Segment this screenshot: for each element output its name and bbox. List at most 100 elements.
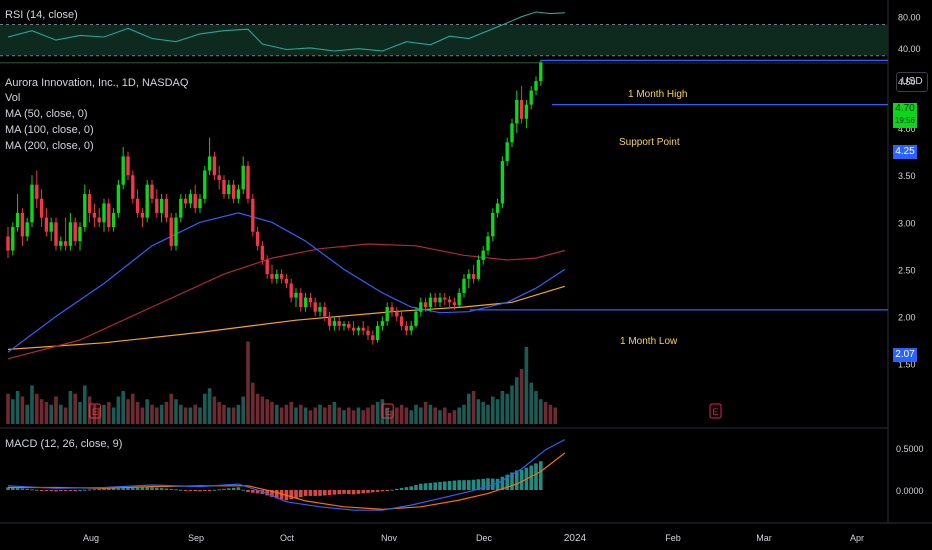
candle[interactable] xyxy=(121,156,125,185)
candle[interactable] xyxy=(380,321,385,326)
candle[interactable] xyxy=(539,62,543,82)
candle[interactable] xyxy=(491,212,495,237)
candle[interactable] xyxy=(11,227,15,251)
candle[interactable] xyxy=(375,325,380,340)
candle[interactable] xyxy=(198,198,202,209)
candle[interactable] xyxy=(231,184,236,199)
candle[interactable] xyxy=(467,274,471,279)
candle[interactable] xyxy=(87,194,92,213)
candle[interactable] xyxy=(174,217,178,246)
candle[interactable] xyxy=(500,161,505,204)
candle[interactable] xyxy=(313,302,317,312)
candle[interactable] xyxy=(361,327,365,331)
candle[interactable] xyxy=(428,297,433,308)
candle[interactable] xyxy=(385,307,389,322)
candle[interactable] xyxy=(203,170,207,199)
candle[interactable] xyxy=(495,203,500,213)
candle[interactable] xyxy=(323,307,327,317)
candle[interactable] xyxy=(54,222,58,246)
candle[interactable] xyxy=(155,198,159,213)
candle[interactable] xyxy=(39,198,44,218)
candle[interactable] xyxy=(255,231,260,246)
candle[interactable] xyxy=(188,194,193,204)
candle[interactable] xyxy=(443,297,447,300)
candle[interactable] xyxy=(476,259,481,279)
candle[interactable] xyxy=(529,90,533,105)
candle[interactable] xyxy=(303,297,308,308)
candle[interactable] xyxy=(44,217,49,232)
candle[interactable] xyxy=(246,165,250,199)
candle[interactable] xyxy=(395,311,399,317)
candle[interactable] xyxy=(332,321,337,326)
candle[interactable] xyxy=(159,198,164,213)
candle[interactable] xyxy=(102,203,106,223)
candle[interactable] xyxy=(83,194,87,228)
candle[interactable] xyxy=(164,198,169,218)
candle[interactable] xyxy=(294,292,298,298)
candle[interactable] xyxy=(534,81,538,91)
candle[interactable] xyxy=(6,236,10,251)
candle[interactable] xyxy=(457,292,461,306)
candle[interactable] xyxy=(275,274,279,279)
candle[interactable] xyxy=(131,175,135,199)
candle[interactable] xyxy=(433,297,437,303)
candle[interactable] xyxy=(78,227,82,242)
candle[interactable] xyxy=(260,245,265,260)
candle[interactable] xyxy=(193,194,197,209)
candle[interactable] xyxy=(20,212,25,237)
candle[interactable] xyxy=(35,184,39,199)
earnings-marker[interactable] xyxy=(381,403,394,419)
candle[interactable] xyxy=(25,222,29,237)
candle[interactable] xyxy=(116,184,121,213)
candle[interactable] xyxy=(510,123,514,143)
candle[interactable] xyxy=(145,184,149,218)
candle[interactable] xyxy=(452,302,457,306)
candle[interactable] xyxy=(351,327,356,331)
candle[interactable] xyxy=(519,99,524,119)
candle[interactable] xyxy=(15,212,20,228)
candle[interactable] xyxy=(390,307,394,312)
candle[interactable] xyxy=(183,198,188,204)
candle[interactable] xyxy=(227,184,231,195)
candle[interactable] xyxy=(279,274,284,279)
candle[interactable] xyxy=(179,198,183,218)
candle[interactable] xyxy=(111,212,116,228)
candle[interactable] xyxy=(438,297,442,303)
candle[interactable] xyxy=(327,316,332,326)
candle[interactable] xyxy=(236,189,241,199)
candle[interactable] xyxy=(308,297,313,303)
candle[interactable] xyxy=(471,274,476,279)
currency-button[interactable]: USD xyxy=(896,72,928,92)
candle[interactable] xyxy=(217,175,221,180)
candle[interactable] xyxy=(414,311,418,326)
candle[interactable] xyxy=(251,198,255,232)
candle[interactable] xyxy=(337,321,341,326)
candle[interactable] xyxy=(150,184,154,199)
candle[interactable] xyxy=(59,241,63,246)
candle[interactable] xyxy=(289,283,293,298)
candle[interactable] xyxy=(270,274,274,279)
candle[interactable] xyxy=(419,302,423,312)
candle[interactable] xyxy=(318,307,322,312)
candle[interactable] xyxy=(63,241,68,246)
candle[interactable] xyxy=(423,302,428,308)
candle[interactable] xyxy=(222,179,226,195)
candle[interactable] xyxy=(207,156,212,171)
candle[interactable] xyxy=(135,198,140,213)
candle[interactable] xyxy=(97,217,101,223)
candle[interactable] xyxy=(515,99,519,124)
candle[interactable] xyxy=(30,184,34,223)
candle[interactable] xyxy=(409,325,413,331)
candle[interactable] xyxy=(284,278,289,284)
earnings-marker[interactable] xyxy=(709,403,722,419)
candle[interactable] xyxy=(404,325,409,331)
candle[interactable] xyxy=(366,330,370,336)
candle[interactable] xyxy=(481,250,485,260)
candle[interactable] xyxy=(212,156,217,176)
candle[interactable] xyxy=(92,212,97,218)
candle[interactable] xyxy=(299,292,303,308)
candle[interactable] xyxy=(462,278,466,293)
candle[interactable] xyxy=(241,165,245,190)
candle[interactable] xyxy=(356,327,361,331)
